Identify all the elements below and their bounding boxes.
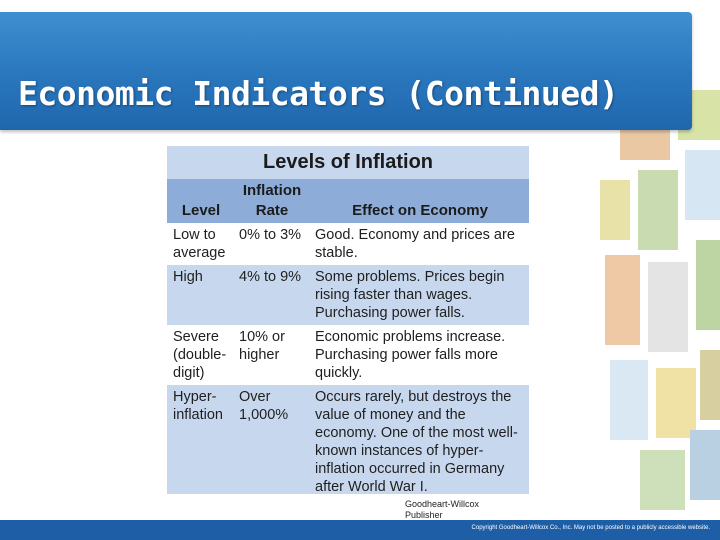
cell-effect: Good. Economy and prices are stable. <box>309 223 529 265</box>
table-row: Low to average 0% to 3% Good. Economy an… <box>167 223 529 265</box>
header-rate-line2: Rate <box>255 202 289 219</box>
cell-level: Low to average <box>167 223 233 265</box>
cell-level: Severe (double-digit) <box>167 325 233 385</box>
cell-effect: Occurs rarely, but destroys the value of… <box>309 385 529 494</box>
header-effect: Effect on Economy <box>309 179 529 223</box>
header-level: Level <box>167 179 233 223</box>
inflation-levels-table: Level Inflation Rate Effect on Economy L… <box>167 179 529 494</box>
header-rate: Inflation Rate <box>233 179 309 223</box>
cell-effect: Some problems. Prices begin rising faste… <box>309 265 529 325</box>
cell-rate: Over 1,000% <box>233 385 309 494</box>
cell-level: High <box>167 265 233 325</box>
cell-rate: 0% to 3% <box>233 223 309 265</box>
credit-line2: Publisher <box>405 510 443 520</box>
slide-title: Economic Indicators (Continued) <box>18 74 619 113</box>
cell-rate: 10% or higher <box>233 325 309 385</box>
globe-decoration <box>600 90 720 510</box>
publisher-credit: Goodheart-Willcox Publisher <box>405 499 479 521</box>
header-rate-line1: Inflation <box>242 182 302 199</box>
copyright-text: Copyright Goodheart-Willcox Co., Inc. Ma… <box>471 525 710 531</box>
footer-bar: Copyright Goodheart-Willcox Co., Inc. Ma… <box>0 520 720 540</box>
cell-rate: 4% to 9% <box>233 265 309 325</box>
table-row: Severe (double-digit) 10% or higher Econ… <box>167 325 529 385</box>
cell-level: Hyper-inflation <box>167 385 233 494</box>
inflation-table: Levels of Inflation Level Inflation Rate… <box>167 146 529 494</box>
table-row: High 4% to 9% Some problems. Prices begi… <box>167 265 529 325</box>
credit-line1: Goodheart-Willcox <box>405 499 480 509</box>
cell-effect: Economic problems increase. Purchasing p… <box>309 325 529 385</box>
table-row: Hyper-inflation Over 1,000% Occurs rarel… <box>167 385 529 494</box>
table-header-row: Level Inflation Rate Effect on Economy <box>167 179 529 223</box>
title-bar: Economic Indicators (Continued) <box>0 12 692 130</box>
table-title: Levels of Inflation <box>167 146 529 179</box>
